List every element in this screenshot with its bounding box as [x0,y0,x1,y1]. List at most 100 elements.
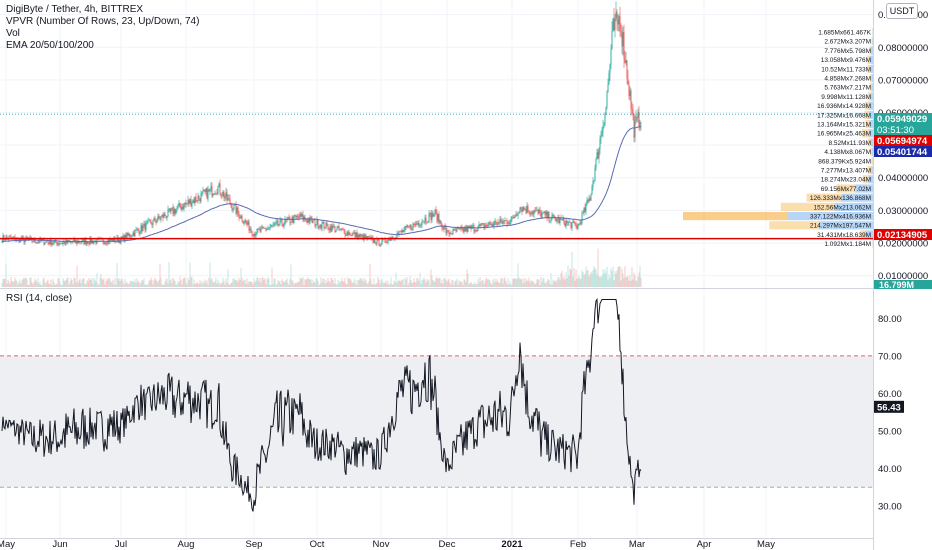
candle-body [183,203,185,209]
candle-body [360,234,362,236]
volume-bar [274,278,276,287]
volume-bar [520,279,522,287]
candle-body [49,239,51,245]
volume-bar [634,275,636,287]
candle-body [121,236,123,239]
volume-bar [75,282,77,287]
currency-button[interactable]: USDT [886,3,918,19]
candle-body [1,241,3,243]
volume-bar [484,280,486,287]
candle-body [188,200,190,204]
candle-body [424,217,426,223]
volume-bar [50,279,52,287]
candle-body [215,193,217,195]
volume-bar [37,278,39,287]
volume-bar [473,283,475,287]
volume-bar [113,284,115,287]
volume-bar [389,283,391,287]
volume-bar [307,277,309,287]
candle-body [302,214,304,221]
candle-body [261,226,263,228]
volume-bar [292,281,294,287]
candle-body [615,11,617,18]
volume-bar [553,281,555,287]
candle-body [632,110,634,116]
candle-body [38,241,40,243]
indicator-ema[interactable]: EMA 20/50/100/200 [6,40,94,51]
volume-bar [112,279,114,287]
candle-body [552,214,554,216]
volume-bar [560,273,562,287]
candle-body [172,207,174,214]
volume-bar [180,280,182,287]
volume-bar [333,283,335,287]
volume-bar [284,281,286,287]
volume-bar [499,282,501,287]
volume-bar [182,278,184,287]
volume-bar [552,279,554,287]
volume-bar [383,282,385,287]
volume-bar [372,284,374,287]
candle-body [476,229,478,232]
indicator-vol[interactable]: Vol [6,28,20,39]
rsi-title[interactable]: RSI (14, close) [6,293,73,304]
candle-body [355,232,357,237]
candle-body [593,180,595,182]
volume-bar [138,281,140,287]
candle-body [137,229,139,231]
volume-bar [523,277,525,287]
volume-bar [8,281,10,287]
volume-bar [401,279,403,287]
candle-body [309,217,311,223]
volume-bar [532,281,534,287]
volume-bar [354,283,356,287]
volume-bar [448,278,450,287]
volume-bar [251,281,253,287]
volume-bar [589,274,591,287]
volume-bar [605,273,607,287]
time-tick-label: Feb [570,539,586,550]
indicator-vpvr[interactable]: VPVR (Number Of Rows, 23, Up/Down, 74) [6,16,200,27]
volume-bar [458,280,460,287]
candle-body [434,209,436,216]
symbol-title[interactable]: DigiByte / Tether, 4h, BITTREX [6,4,144,15]
candle-body [228,198,230,199]
volume-bar [640,277,642,287]
volume-bar [632,279,634,287]
candle-body [272,225,274,226]
volume-bar [78,280,80,287]
price-label-box [874,113,932,135]
volume-bar [198,284,200,287]
candle-body [372,237,374,243]
volume-bar [474,281,476,287]
volume-bar [451,279,453,287]
candle-body [493,222,495,227]
candle-body [421,221,423,225]
volume-bar [200,283,202,287]
candle-body [205,188,207,193]
price-label-box [874,146,932,157]
candle-body [417,222,419,225]
volume-bar [368,280,370,287]
candle-body [331,225,333,232]
candle-body [24,239,26,243]
volume-bar [209,262,211,287]
candle-body [237,207,239,213]
candle-body [520,207,522,209]
candle-body [465,226,467,231]
volume-bar [178,282,180,287]
candle-body [201,192,203,194]
candle-body [12,237,14,238]
volume-bar [510,284,512,287]
volume-bar [49,283,51,287]
rsi-line [1,298,642,512]
volume-bar [102,279,104,287]
volume-bar [320,277,322,287]
candle-body [278,224,280,226]
candle-body [168,208,170,210]
vp-label: 4.138Mx8.067M [824,149,871,156]
candle-body [578,223,580,226]
candle-body [448,230,450,235]
volume-bar [349,278,351,287]
candle-body [45,241,47,244]
